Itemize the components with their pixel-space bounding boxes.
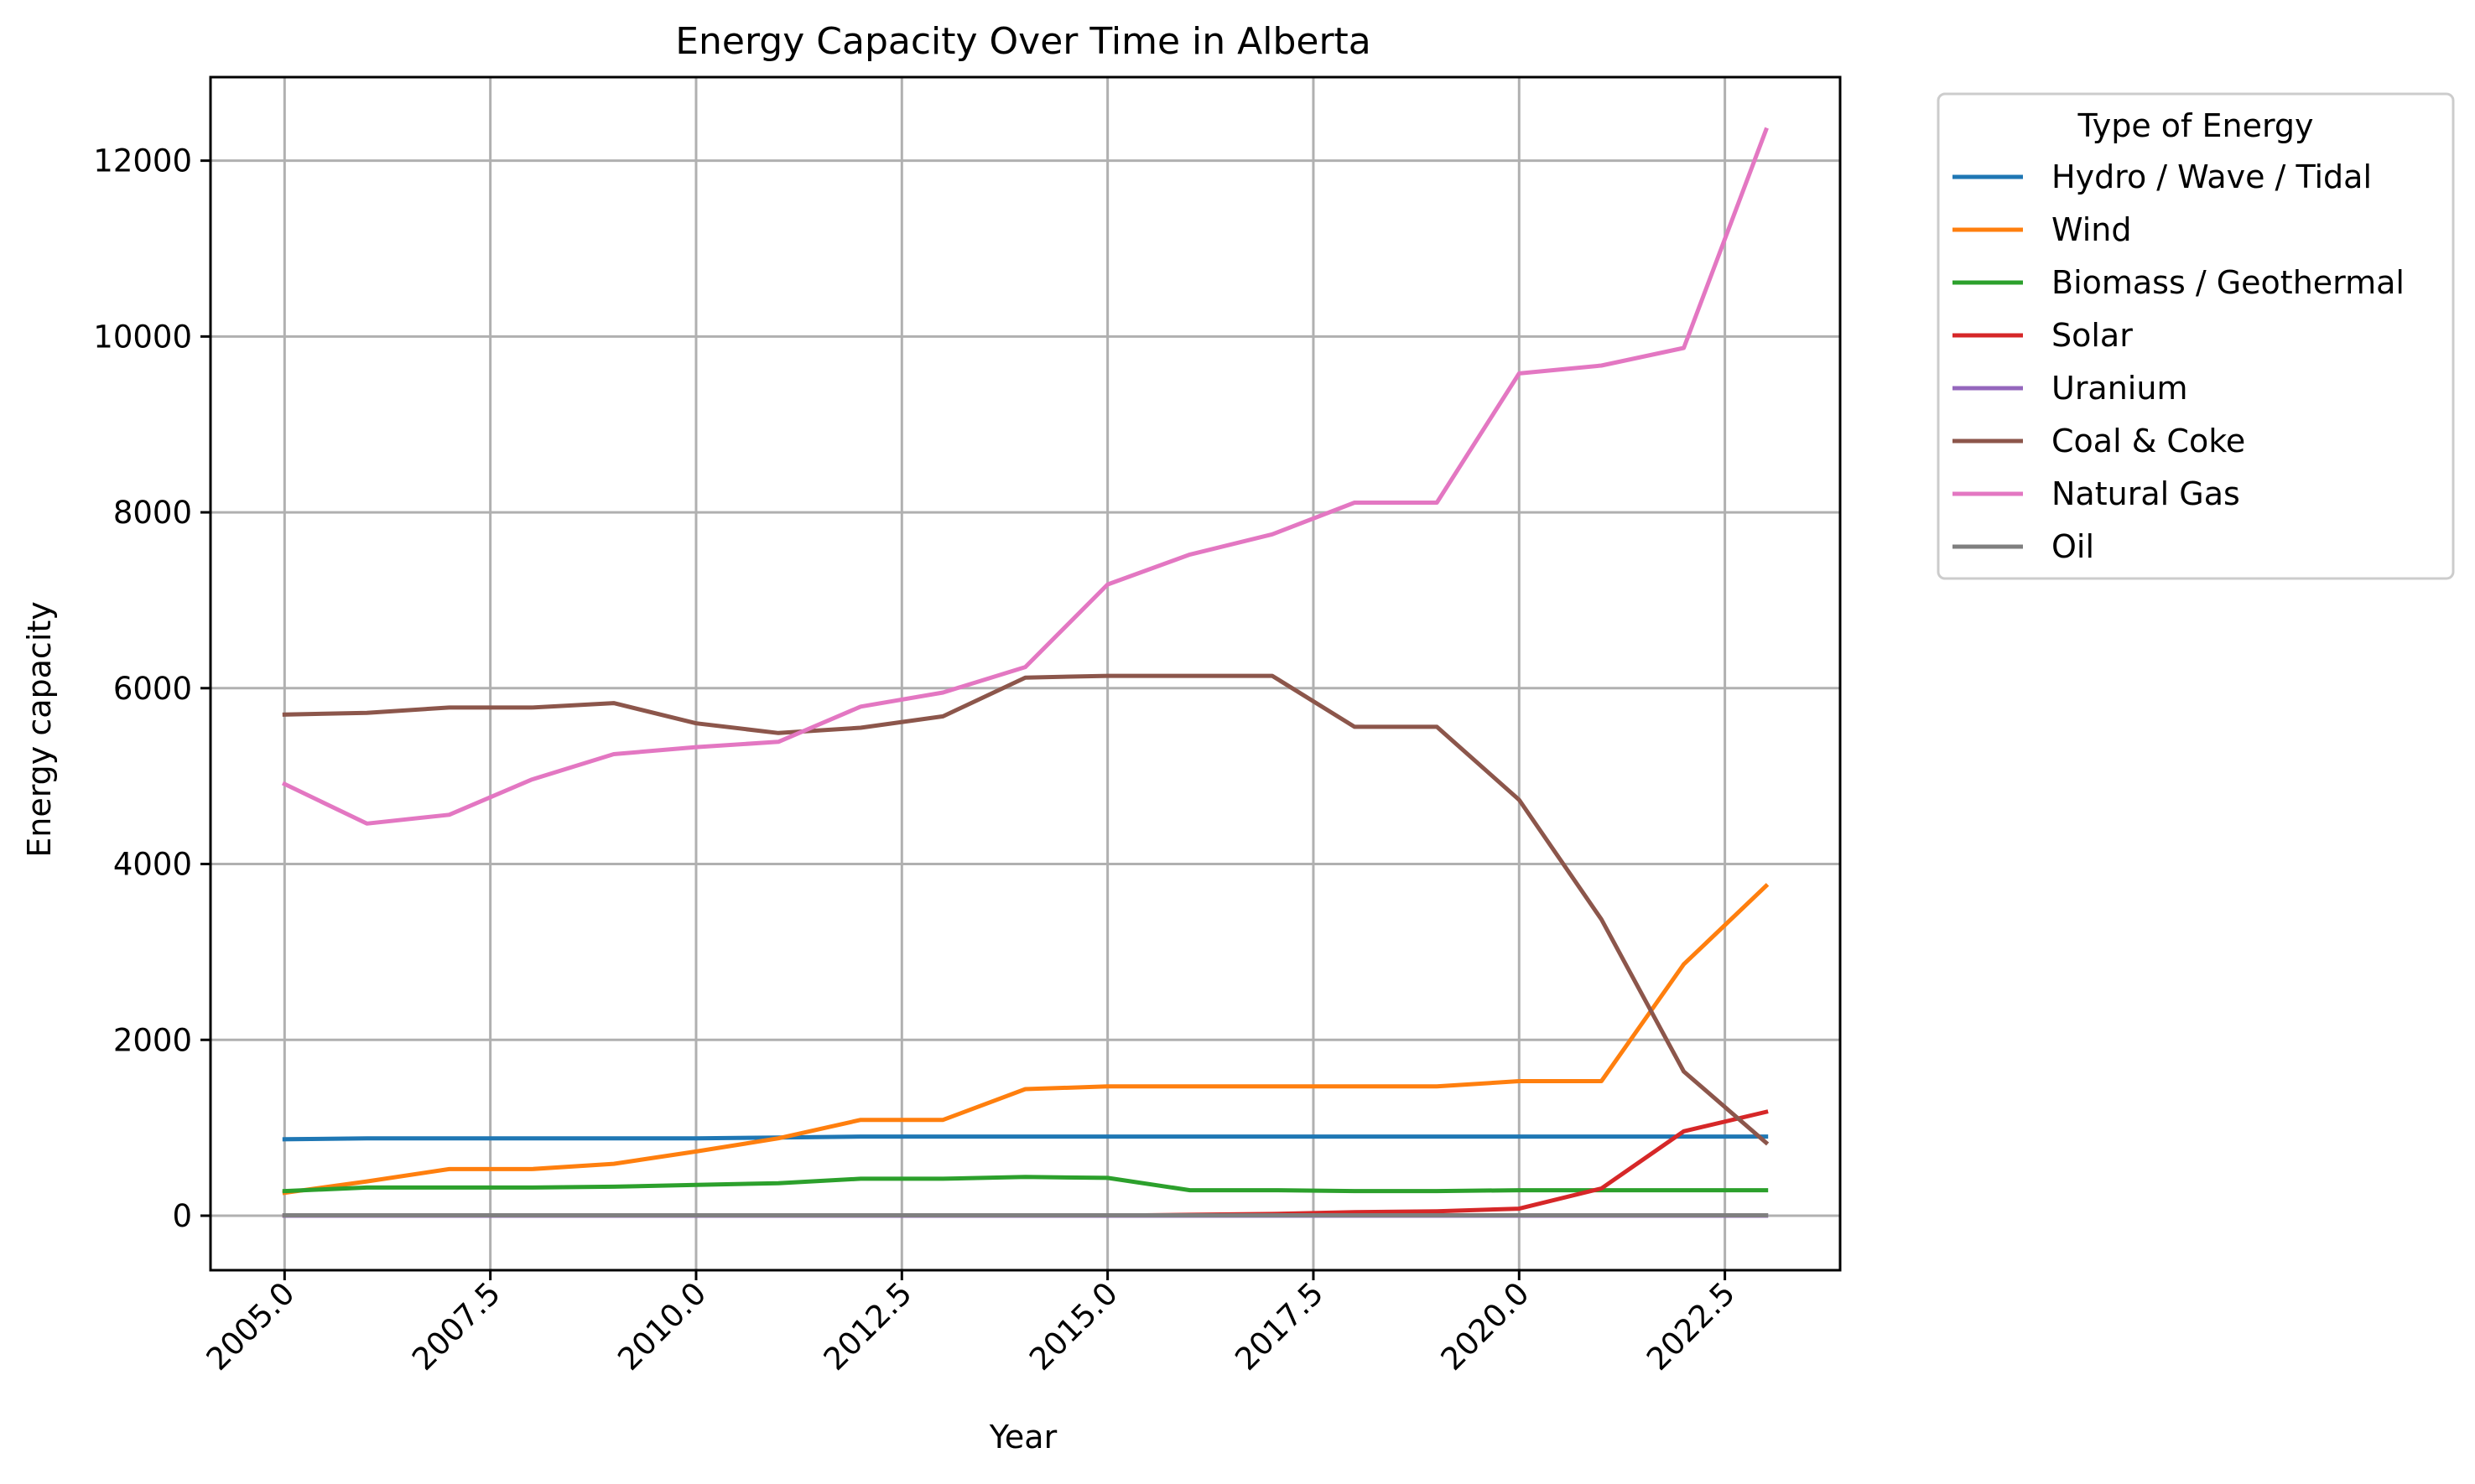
series-line-natural-gas (281, 127, 1769, 826)
legend-label-wind: Wind (2051, 211, 2132, 248)
y-tick-label: 8000 (113, 495, 192, 531)
y-tick-label: 12000 (93, 143, 192, 179)
series-lines (281, 127, 1770, 1218)
plot-area-frame (209, 75, 1842, 1272)
chart-title: Energy Capacity Over Time in Alberta (675, 20, 1371, 63)
legend-title: Type of Energy (2077, 107, 2313, 144)
y-axis-label: Energy capacity (21, 601, 58, 858)
series-line-hydro-wave-tidal (282, 1134, 1769, 1142)
y-tick-label: 10000 (93, 319, 192, 355)
series-line-coal-coke (282, 673, 1770, 1146)
y-tick-label: 0 (172, 1198, 192, 1234)
legend-label-uranium: Uranium (2051, 370, 2187, 407)
y-tick-label: 2000 (113, 1022, 192, 1058)
x-axis-label: Year (989, 1419, 1058, 1455)
legend-label-oil: Oil (2051, 528, 2094, 565)
series-line-wind (282, 883, 1770, 1196)
legend-label-hydro-wave-tidal: Hydro / Wave / Tidal (2051, 158, 2372, 195)
series-line-biomass-geothermal (282, 1175, 1769, 1194)
legend-box (1937, 92, 2455, 580)
legend-label-coal-coke: Coal & Coke (2051, 423, 2245, 459)
legend-entries: Hydro / Wave / Tidal Wind Biomass / Geothe… (1952, 158, 2405, 565)
legend-label-solar: Solar (2051, 317, 2133, 354)
y-tick-label: 4000 (113, 847, 192, 883)
legend-label-biomass-geothermal: Biomass / Geothermal (2051, 264, 2405, 301)
legend-label-natural-gas: Natural Gas (2051, 475, 2240, 512)
legend: Type of Energy Hydro / Wave / Tidal Wind B… (1937, 92, 2455, 580)
y-tick-label: 6000 (113, 671, 192, 707)
